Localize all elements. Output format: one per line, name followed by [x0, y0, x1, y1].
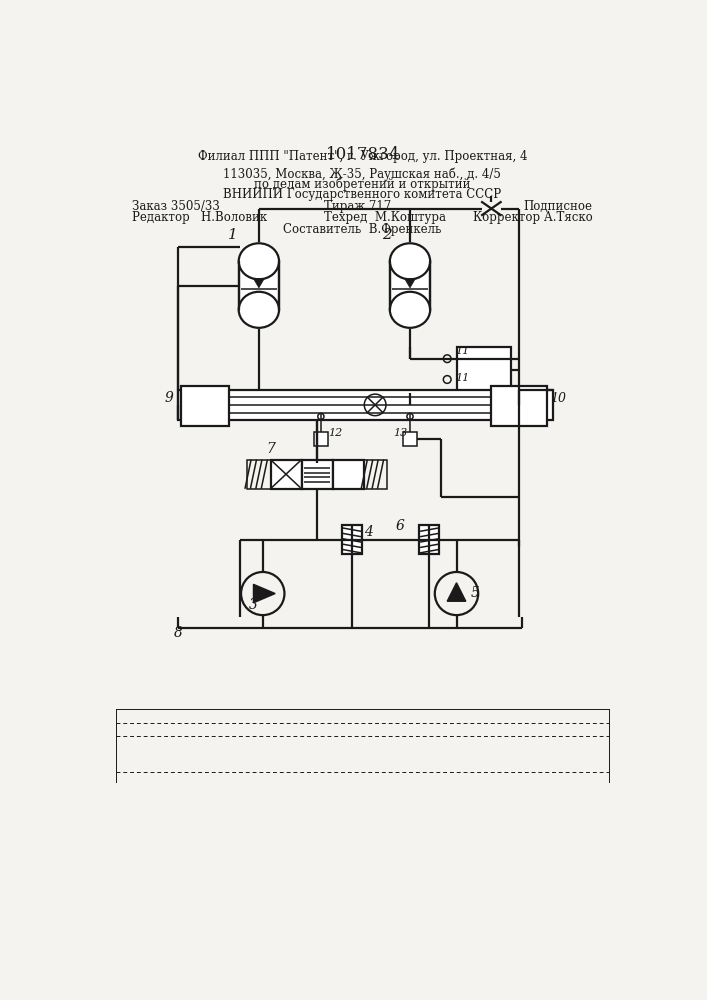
Ellipse shape	[390, 243, 430, 279]
Bar	[403, 432, 417, 446]
Text: 4: 4	[364, 525, 373, 539]
Ellipse shape	[239, 243, 279, 279]
Bar	[419, 525, 440, 554]
Bar	[271, 460, 301, 489]
Bar	[177, 389, 554, 420]
Polygon shape	[404, 279, 416, 288]
Text: 11: 11	[455, 373, 469, 383]
Text: 5: 5	[470, 586, 479, 600]
Text: 9: 9	[164, 391, 173, 405]
Text: 13: 13	[393, 428, 407, 438]
Text: 3: 3	[249, 598, 257, 612]
Text: 12: 12	[329, 428, 343, 438]
Bar	[332, 460, 363, 489]
Text: по делам изобретений и открытий: по делам изобретений и открытий	[254, 178, 471, 191]
Text: 1017834: 1017834	[325, 146, 400, 163]
Ellipse shape	[239, 292, 279, 328]
Bar	[390, 261, 430, 310]
Bar	[301, 460, 332, 489]
Text: 1: 1	[228, 228, 238, 242]
Bar	[491, 386, 547, 426]
Polygon shape	[253, 279, 264, 288]
Text: 10: 10	[550, 392, 566, 405]
Text: Филиал ППП "Патент", г. Ужгород, ул. Проектная, 4: Филиал ППП "Патент", г. Ужгород, ул. Про…	[197, 150, 527, 163]
Bar	[182, 386, 230, 426]
Text: Подписное: Подписное	[523, 200, 592, 213]
Text: Тираж 717: Тираж 717	[324, 200, 391, 213]
Polygon shape	[253, 584, 275, 603]
Bar	[239, 261, 279, 310]
Text: 11: 11	[455, 346, 469, 356]
Text: Корректор А.Тяско: Корректор А.Тяско	[473, 211, 592, 224]
Text: Редактор   Н.Воловик: Редактор Н.Воловик	[132, 211, 267, 224]
Bar	[314, 432, 328, 446]
Text: Составитель  В.Френкель: Составитель В.Френкель	[283, 223, 442, 236]
Bar	[341, 525, 362, 554]
Text: Заказ 3505/33: Заказ 3505/33	[132, 200, 220, 213]
Ellipse shape	[390, 292, 430, 328]
Text: ВНИИПИ Государственного комитета СССР: ВНИИПИ Государственного комитета СССР	[223, 188, 501, 201]
Text: 7: 7	[267, 442, 276, 456]
Text: 2: 2	[382, 228, 392, 242]
Text: Техред  М.Коштура: Техред М.Коштура	[324, 211, 446, 224]
Text: 8: 8	[174, 626, 182, 640]
Polygon shape	[448, 583, 466, 601]
Text: 113035, Москва, Ж-35, Раушская наб., д. 4/5: 113035, Москва, Ж-35, Раушская наб., д. …	[223, 168, 501, 181]
Bar	[457, 347, 510, 393]
Text: 6: 6	[396, 519, 405, 533]
